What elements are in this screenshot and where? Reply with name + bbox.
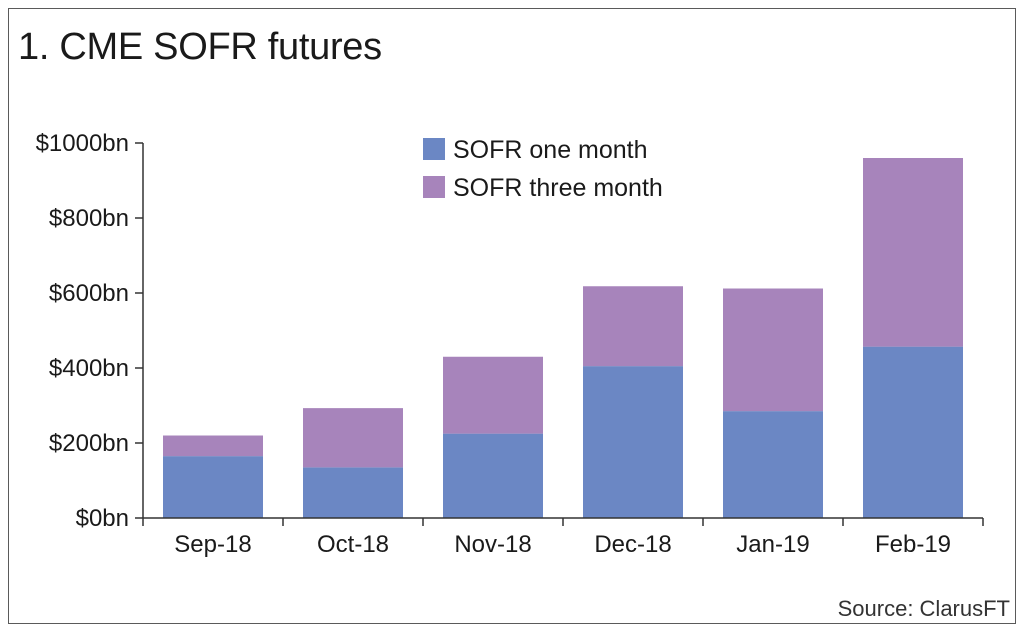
x-tick-label: Feb-19	[875, 531, 951, 558]
bar-one-month-jan-19	[723, 411, 823, 518]
x-tick-label: Nov-18	[454, 531, 531, 558]
chart-title: 1. CME SOFR futures	[18, 26, 382, 68]
y-tick-label: $200bn	[49, 430, 129, 457]
bars	[163, 158, 963, 518]
bar-one-month-feb-19	[863, 346, 963, 518]
bar-three-month-nov-18	[443, 356, 543, 434]
bar-three-month-oct-18	[303, 408, 403, 468]
x-tick-label: Jan-19	[736, 531, 809, 558]
y-tick-label: $1000bn	[36, 130, 129, 157]
legend-swatch	[423, 176, 445, 198]
x-axis: Sep-18 Oct-18 Nov-18 Dec-18 Jan-19 Feb-19	[142, 517, 984, 558]
y-axis: $0bn $200bn $400bn $600bn $800bn $1000bn	[36, 130, 144, 532]
bar-three-month-sep-18	[163, 435, 263, 457]
chart-frame	[8, 8, 1016, 624]
bar-one-month-sep-18	[163, 456, 263, 518]
source-note: Source: ClarusFT	[837, 596, 1010, 621]
legend-label: SOFR one month	[453, 136, 648, 164]
legend-swatch	[423, 138, 445, 160]
bar-one-month-dec-18	[583, 366, 683, 518]
bar-three-month-jan-19	[723, 288, 823, 412]
bar-one-month-oct-18	[303, 467, 403, 518]
y-tick-label: $0bn	[76, 505, 129, 532]
bar-one-month-nov-18	[443, 433, 543, 518]
bar-three-month-dec-18	[583, 286, 683, 367]
y-tick-label: $400bn	[49, 355, 129, 382]
bar-three-month-feb-19	[863, 158, 963, 347]
x-tick-label: Sep-18	[174, 531, 251, 558]
legend-label: SOFR three month	[453, 174, 663, 202]
y-tick-label: $800bn	[49, 205, 129, 232]
legend: SOFR one month SOFR three month	[423, 136, 663, 202]
x-tick-label: Dec-18	[594, 531, 671, 558]
y-tick-label: $600bn	[49, 280, 129, 307]
x-tick-label: Oct-18	[317, 531, 389, 558]
